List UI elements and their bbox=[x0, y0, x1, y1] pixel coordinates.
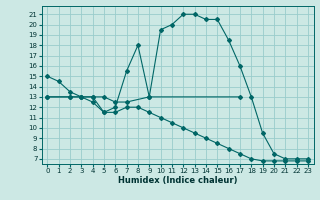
X-axis label: Humidex (Indice chaleur): Humidex (Indice chaleur) bbox=[118, 176, 237, 185]
